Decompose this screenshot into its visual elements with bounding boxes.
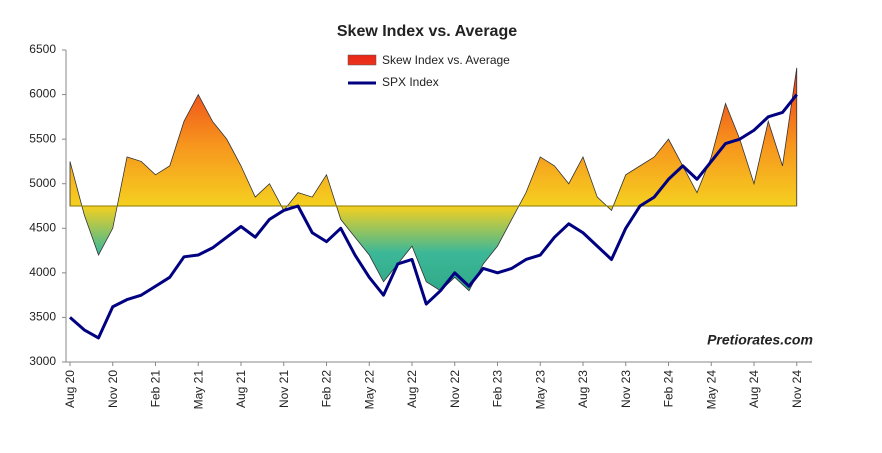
- x-tick-label: Aug 23: [576, 370, 590, 408]
- y-tick-label: 4500: [29, 220, 56, 234]
- x-tick-label: May 22: [362, 370, 376, 410]
- y-tick-label: 3500: [29, 310, 56, 324]
- x-tick-label: Nov 22: [448, 370, 462, 408]
- y-tick-label: 6000: [29, 87, 56, 101]
- x-tick-label: Nov 24: [790, 370, 804, 408]
- x-tick-label: May 24: [704, 370, 718, 410]
- x-tick-label: Feb 21: [149, 370, 163, 408]
- x-tick-label: Aug 20: [63, 370, 77, 408]
- y-tick-label: 3000: [29, 354, 56, 368]
- x-tick-label: May 23: [533, 370, 547, 410]
- legend-swatch: [347, 54, 377, 66]
- annotation: Pretiorates.com: [707, 332, 813, 348]
- skew-area: [69, 67, 798, 292]
- legend-label: SPX Index: [382, 75, 439, 89]
- legend-label: Skew Index vs. Average: [382, 53, 510, 67]
- x-tick-label: Aug 24: [747, 370, 761, 408]
- x-tick-label: Nov 21: [277, 370, 291, 408]
- y-tick-label: 6500: [29, 42, 56, 56]
- x-tick-label: Nov 20: [106, 370, 120, 408]
- x-tick-label: Feb 23: [491, 370, 505, 408]
- y-tick-label: 5000: [29, 176, 56, 190]
- x-tick-label: May 21: [191, 370, 205, 410]
- y-tick-label: 4000: [29, 265, 56, 279]
- chart-title: Skew Index vs. Average: [337, 23, 517, 40]
- spx-line: [69, 93, 798, 340]
- x-tick-label: Feb 24: [662, 370, 676, 408]
- x-tick-label: Feb 22: [320, 370, 334, 408]
- y-tick-label: 5500: [29, 131, 56, 145]
- x-tick-label: Nov 23: [619, 370, 633, 408]
- x-tick-label: Aug 21: [234, 370, 248, 408]
- x-tick-label: Aug 22: [405, 370, 419, 408]
